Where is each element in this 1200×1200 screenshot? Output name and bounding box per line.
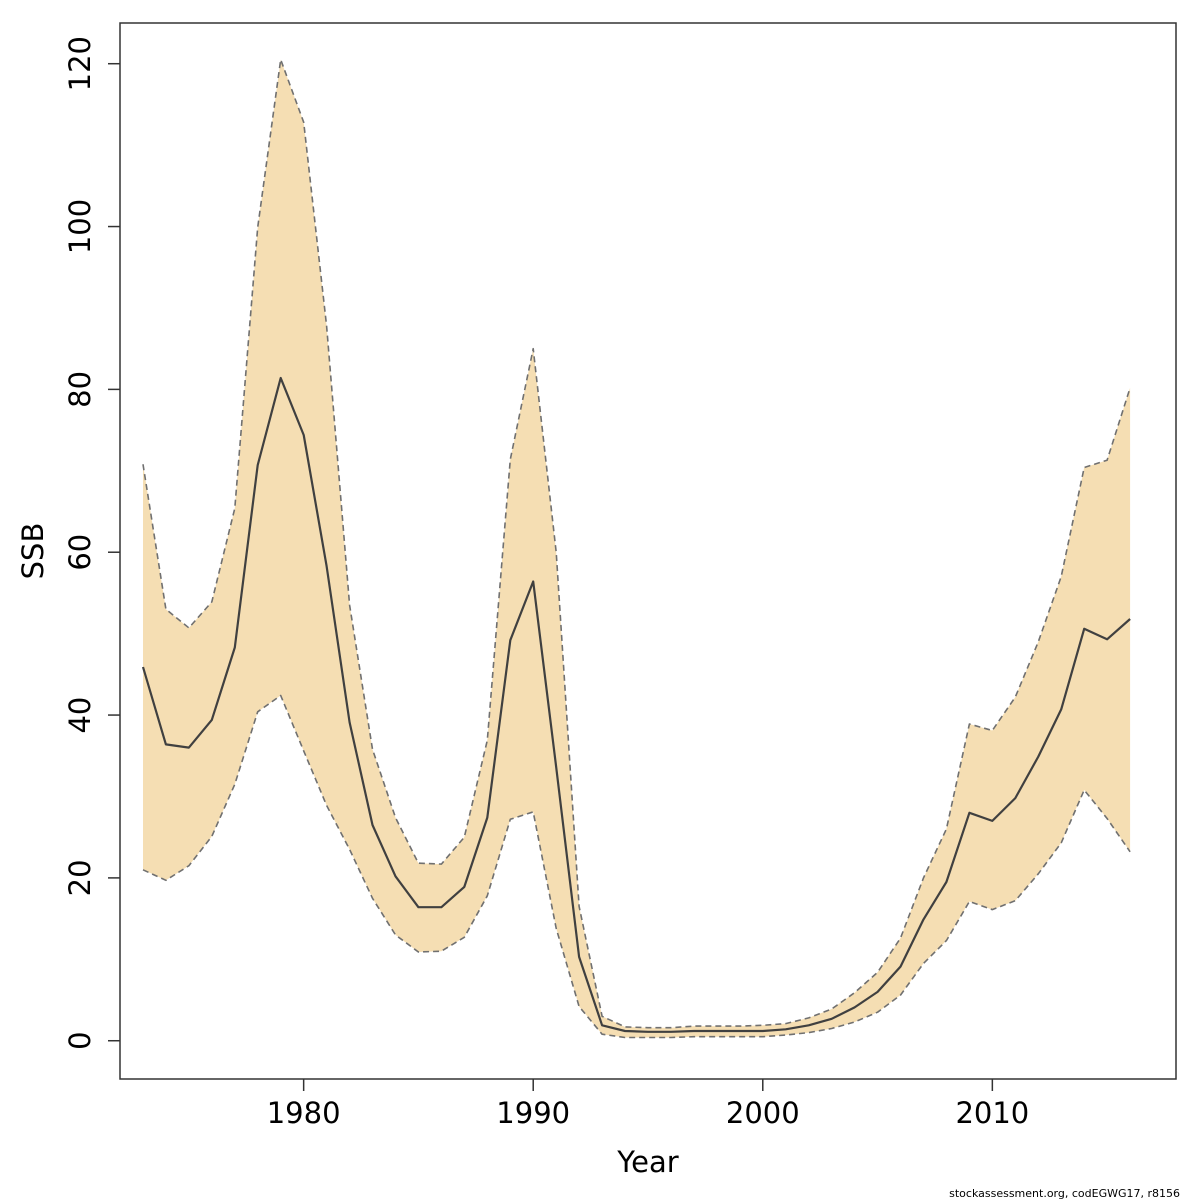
y-tick-label: 40	[63, 697, 97, 734]
x-axis-title: Year	[616, 1145, 678, 1179]
upper-bound-line	[142, 58, 1131, 1029]
lower-bound-line	[142, 694, 1131, 1039]
x-tick-label: 1980	[267, 1096, 341, 1130]
x-tick-label: 2010	[955, 1096, 1029, 1130]
y-tick-label: 0	[63, 1031, 97, 1049]
y-tick-label: 120	[63, 36, 97, 91]
x-axis: 1980 1990 2000 2010	[267, 1079, 1029, 1130]
y-tick-label: 60	[63, 534, 97, 571]
confidence-band	[143, 59, 1131, 1038]
x-tick-label: 2000	[726, 1096, 800, 1130]
y-axis: 0 20 40 60 80 100 120	[63, 36, 120, 1050]
plot-frame	[119, 22, 1177, 1080]
y-tick-label: 20	[63, 859, 97, 896]
x-tick-label: 1990	[496, 1096, 570, 1130]
estimate-line	[141, 376, 1131, 1033]
y-tick-label: 80	[63, 371, 97, 408]
y-axis-title: SSB	[16, 523, 50, 580]
y-tick-label: 100	[63, 199, 97, 254]
footnote: stockassessment.org, codEGWG17, r8156	[949, 1187, 1180, 1200]
plot-area	[141, 58, 1131, 1039]
